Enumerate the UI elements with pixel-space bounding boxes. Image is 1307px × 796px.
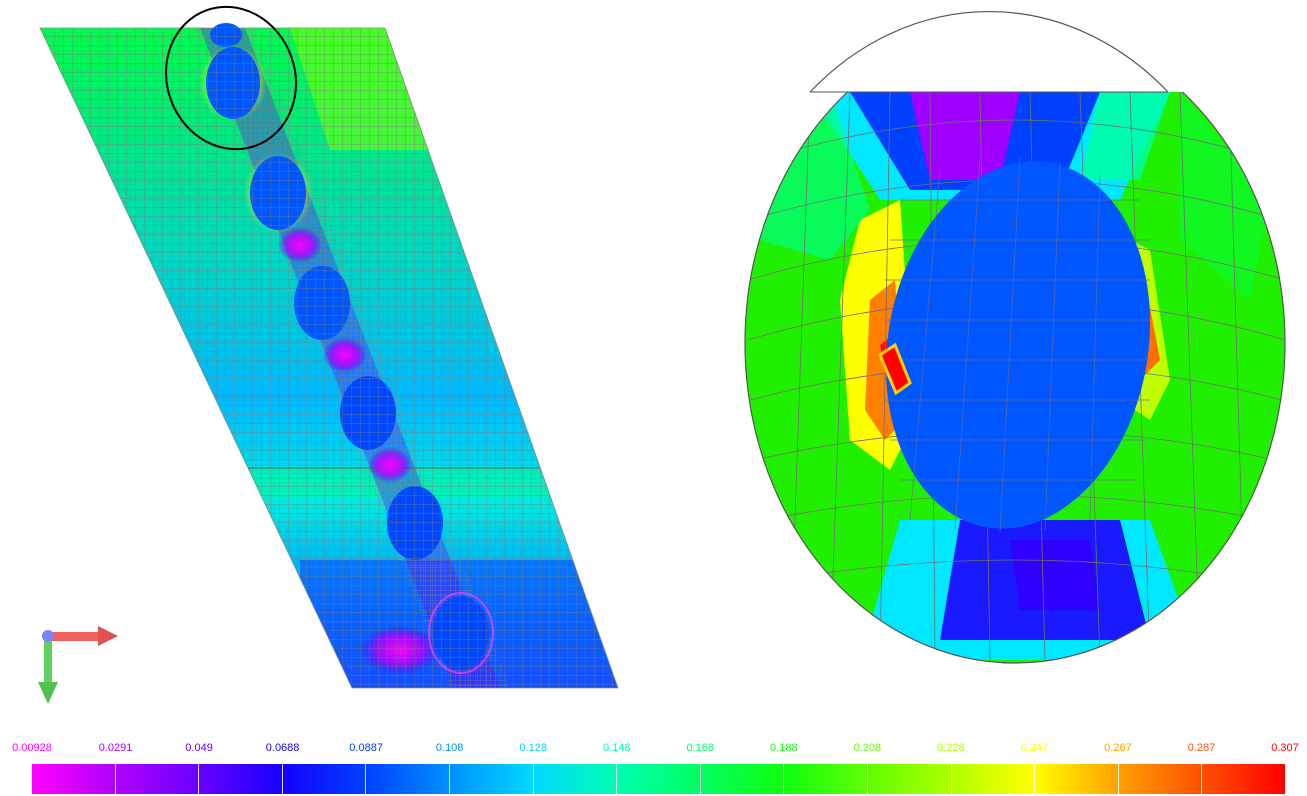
- colorbar-segment: [449, 764, 534, 794]
- color-legend: 0.00928 0.0291 0.049 0.0688 0.0887 0.108 0.128…: [0, 734, 1307, 796]
- highlighted-element: [878, 342, 912, 396]
- colorbar-segment: [867, 764, 952, 794]
- legend-tick-label: 0.0688: [265, 742, 300, 754]
- colorbar-segment: [1035, 764, 1119, 794]
- colorbar-segment: [1118, 764, 1203, 794]
- legend-tick-label: 0.128: [519, 742, 547, 754]
- colorbar-segment: [951, 764, 1036, 794]
- legend-tick-label: 0.247: [1020, 742, 1049, 754]
- legend-tick-label: 0.049: [185, 742, 213, 754]
- colorbar-segment: [617, 764, 701, 794]
- colorbar-segment: [32, 764, 116, 794]
- legend-tick-label: 0.00928: [12, 742, 52, 754]
- legend-tick-label: 0.0291: [98, 742, 133, 754]
- legend-tick-label: 0.108: [435, 742, 464, 754]
- colorbar-segment: [366, 764, 450, 794]
- legend-tick-label: 0.168: [686, 742, 715, 754]
- plate-model: [39, 5, 619, 689]
- legend-tick-label: 0.188: [770, 742, 798, 754]
- detail-marker-ellipse: [165, 5, 297, 151]
- axis-triad-icon: [38, 626, 118, 704]
- colorbar-segment: [199, 764, 283, 794]
- colorbar-segment: [1202, 764, 1285, 794]
- legend-tick-label: 0.307: [1271, 742, 1299, 754]
- colorbar-segment: [115, 764, 200, 794]
- legend-tick-label: 0.287: [1187, 742, 1216, 754]
- legend-tick-label: 0.267: [1104, 742, 1132, 754]
- legend-tick-label: 0.208: [853, 742, 882, 754]
- colorbar-segment: [282, 764, 367, 794]
- legend-tick-label: 0.148: [602, 742, 631, 754]
- colorbar-segment: [533, 764, 618, 794]
- colorbar: [32, 764, 1285, 794]
- fem-viewport[interactable]: [0, 0, 1307, 720]
- legend-tick-label: 0.0887: [349, 742, 383, 754]
- plate-holes: [199, 23, 494, 674]
- legend-tick-label: 0.228: [937, 742, 965, 754]
- zoom-detail-view: [740, 10, 1300, 664]
- colorbar-segment: [784, 764, 868, 794]
- colorbar-segment: [700, 764, 785, 794]
